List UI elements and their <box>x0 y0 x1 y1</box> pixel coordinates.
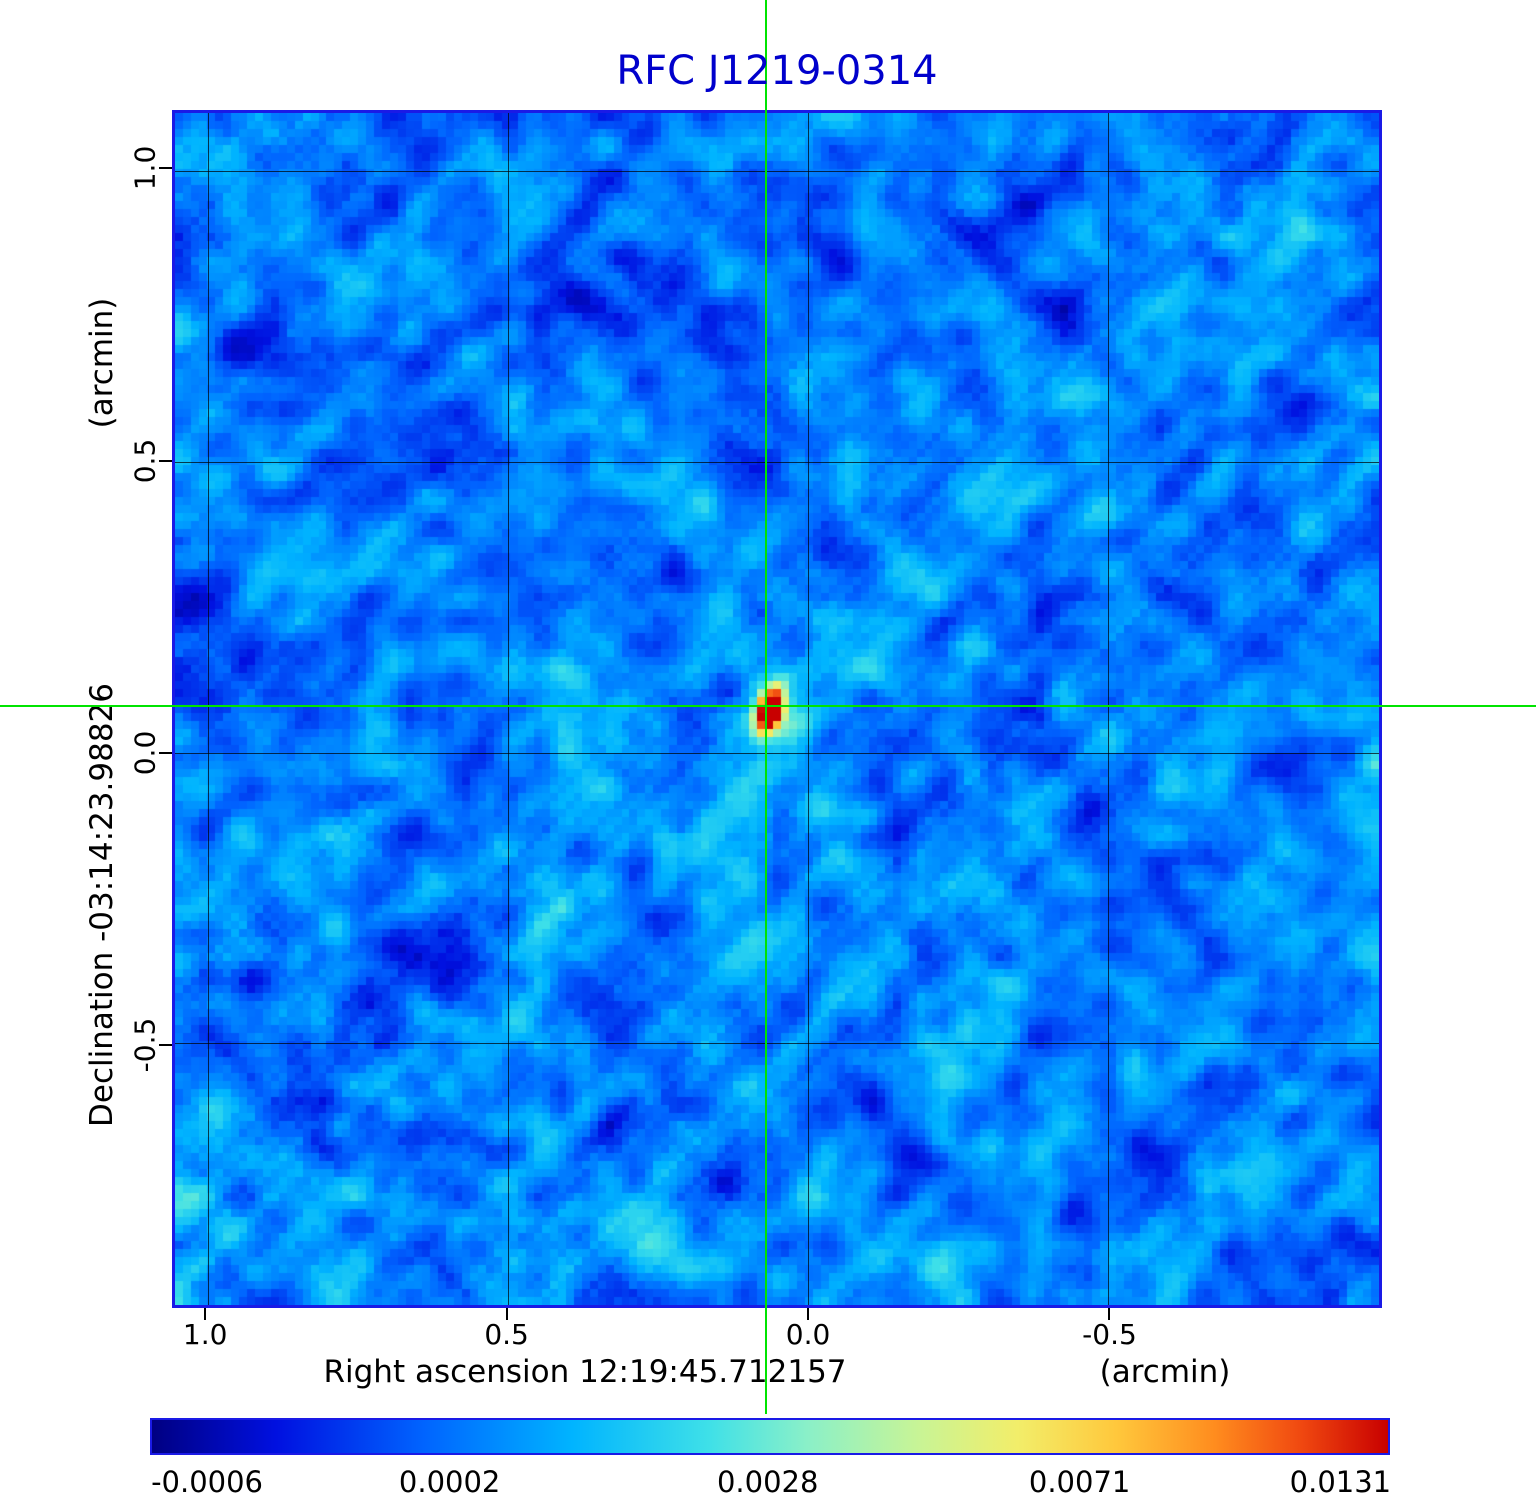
y-axis-label: Declination -03:14:23.98826 <box>84 683 120 1127</box>
colorbar-tick-label: 0.0071 <box>1028 1465 1131 1499</box>
x-axis-tick-label: 0.5 <box>484 1318 529 1351</box>
x-axis-tick-label: 0.0 <box>785 1318 831 1351</box>
sky-map-canvas <box>175 113 1379 1305</box>
x-axis-tick-label: -0.5 <box>1082 1318 1137 1351</box>
colorbar-tick-label: -0.0006 <box>151 1465 263 1499</box>
colorbar-section: -0.0006 0.0002 0.0028 0.0071 0.0131 <box>150 1418 1392 1499</box>
colorbar-labels: -0.0006 0.0002 0.0028 0.0071 0.0131 <box>150 1455 1392 1499</box>
y-axis-unit: (arcmin) <box>84 297 120 429</box>
x-axis-unit: (arcmin) <box>1099 1354 1231 1390</box>
x-axis-tick-label: 1.0 <box>182 1318 228 1351</box>
x-axis-tick <box>505 1308 508 1320</box>
colorbar-tick-label: 0.0002 <box>398 1465 501 1499</box>
y-axis-tick <box>159 1044 172 1047</box>
colorbar-tick-label: 0.0028 <box>716 1465 819 1499</box>
colorbar-tick-label: 0.0131 <box>1289 1465 1392 1499</box>
x-axis-label: Right ascension 12:19:45.712157 <box>323 1354 847 1390</box>
figure-title: RFC J1219-0314 <box>616 48 938 94</box>
colorbar <box>150 1418 1390 1455</box>
y-axis-tick-label: 0.0 <box>128 730 162 776</box>
y-axis-tick-label: 1.0 <box>128 146 162 191</box>
y-axis-tick <box>159 167 172 170</box>
sky-map-plot <box>172 110 1382 1308</box>
y-axis-tick-label: 0.5 <box>128 438 162 483</box>
x-axis-tick <box>204 1308 207 1320</box>
y-axis-tick-label: -0.5 <box>128 1017 162 1073</box>
x-axis-tick <box>807 1308 810 1320</box>
y-axis-tick <box>159 459 172 462</box>
y-axis-tick <box>159 751 172 754</box>
x-axis-tick <box>1108 1308 1111 1320</box>
